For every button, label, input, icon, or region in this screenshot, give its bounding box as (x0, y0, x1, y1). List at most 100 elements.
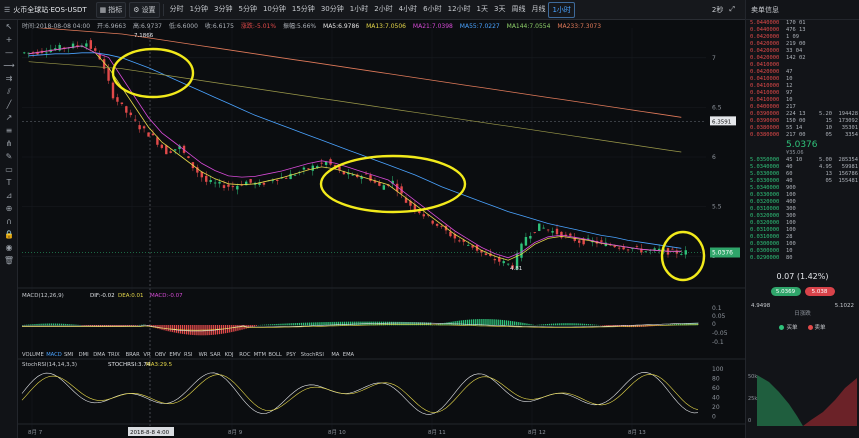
trash-icon[interactable]: 🗑 (3, 256, 15, 265)
ask-row[interactable]: 0.0400000 217 (746, 104, 859, 111)
measure-icon[interactable]: ⊿ (5, 191, 13, 200)
indicator-tab[interactable]: WR (199, 352, 208, 358)
bid-row[interactable]: 5.0330000 40 05 155481 (746, 178, 859, 185)
bid-row[interactable]: 0.0320000 300 (746, 213, 859, 220)
bid-row[interactable]: 0.0300000 100 (746, 241, 859, 248)
candle-body (458, 240, 461, 242)
sell-price-pill[interactable]: 5.038 (804, 287, 835, 296)
period-tab[interactable]: 4小时 (398, 4, 418, 13)
rectangle-icon[interactable]: ▭ (5, 165, 13, 174)
bid-row[interactable]: 0.0320000 100 (746, 220, 859, 227)
ask-row[interactable]: 0.0420000 33 04 (746, 48, 859, 55)
lock-icon[interactable]: 🔒 (4, 230, 14, 239)
indicators-button[interactable]: ▦ 指标 (95, 1, 127, 18)
indicator-tab[interactable]: BOLL (268, 352, 281, 358)
macd-bar (446, 322, 448, 326)
fib-icon[interactable]: ≡ (5, 126, 13, 135)
indicator-tab[interactable]: RSI (184, 352, 193, 358)
crosshair-icon[interactable]: + (5, 35, 13, 44)
bid-row[interactable]: 0.0310000 28 (746, 234, 859, 241)
bid-row[interactable]: 5.0340000 900 (746, 185, 859, 192)
brush-icon[interactable]: ✎ (5, 152, 13, 161)
period-tab[interactable]: 1分钟 (189, 4, 209, 13)
bid-row[interactable]: 0.0320000 400 (746, 199, 859, 206)
period-tab[interactable]: 3天 (494, 4, 506, 13)
indicator-tab[interactable]: MACD (46, 352, 62, 358)
indicator-tab[interactable]: DMI (79, 352, 89, 358)
ask-row[interactable]: 0.0390000 150 00 15 173092 (746, 118, 859, 125)
orderbook-cell: 100 (786, 227, 796, 233)
buy-price-pill[interactable]: 5.0369 (770, 287, 801, 296)
ask-row[interactable]: 0.0410000 (746, 62, 859, 69)
indicator-tab[interactable]: MA (331, 352, 339, 358)
period-tab[interactable]: 1小时 (548, 1, 575, 18)
period-tab[interactable]: 10分钟 (262, 4, 286, 13)
channel-icon[interactable]: ⫽ (7, 86, 11, 96)
indicator-tab[interactable]: EMV (169, 352, 181, 358)
period-tab[interactable]: 15分钟 (291, 4, 315, 13)
text-icon[interactable]: T (6, 178, 12, 187)
trend-line-icon[interactable]: ╱ (6, 100, 12, 109)
period-tab[interactable]: 周线 (511, 4, 526, 13)
eye-icon[interactable]: ◉ (5, 243, 13, 252)
ask-row[interactable]: 0.0440000 476 13 (746, 27, 859, 34)
pair-selector[interactable]: ☰ 火币全球站·EOS-USDT (4, 5, 93, 15)
bid-row[interactable]: 0.0300000 10 (746, 248, 859, 255)
ask-row[interactable]: 0.0410000 12 (746, 83, 859, 90)
indicator-tab[interactable]: VR (143, 352, 151, 358)
settings-button[interactable]: ⚙ 设置 (129, 1, 160, 18)
ask-row[interactable]: 0.0420000 47 (746, 69, 859, 76)
ask-row[interactable]: 0.0420000 142 02 (746, 55, 859, 62)
bid-row[interactable]: 0.0290000 80 (746, 255, 859, 262)
bid-row[interactable]: 5.0350000 45 10 5.00 285354 (746, 157, 859, 164)
indicator-tab[interactable]: SAR (210, 352, 221, 358)
period-tab[interactable]: 5分钟 (238, 4, 257, 13)
ask-row[interactable]: 0.0410000 97 (746, 90, 859, 97)
bid-row[interactable]: 0.0310000 100 (746, 227, 859, 234)
indicator-tab[interactable]: DMA (93, 352, 105, 358)
bid-row[interactable]: 5.0330000 60 13 156786 (746, 171, 859, 178)
ask-row[interactable]: 0.0380000 217 00 05 3354 (746, 132, 859, 139)
indicator-tab[interactable]: TRIX (107, 352, 120, 358)
ray-icon[interactable]: ⟶ (3, 61, 15, 70)
period-tab[interactable]: 1小时 (349, 4, 369, 13)
magnet-icon[interactable]: ∩ (6, 217, 12, 226)
bid-row[interactable]: 0.0310000 300 (746, 206, 859, 213)
pitchfork-icon[interactable]: ⋔ (5, 139, 13, 148)
indicator-tab[interactable]: PSY (286, 352, 296, 358)
ask-row[interactable]: 0.0420000 219 00 (746, 41, 859, 48)
price-chart[interactable]: 76.565.556.35915.03767.18664.81MACD(12,2… (18, 28, 745, 438)
bid-row[interactable]: 0.0330000 100 (746, 192, 859, 199)
ask-row[interactable]: 0.0410000 10 (746, 76, 859, 83)
ask-row[interactable]: 0.0380000 55 14 10 35301 (746, 125, 859, 132)
period-tab[interactable]: 3分钟 (214, 4, 233, 13)
fullscreen-icon[interactable]: ⤢ (729, 5, 735, 13)
indicator-tab[interactable]: StochRSI (301, 352, 325, 358)
parallel-line-icon[interactable]: ⇉ (5, 74, 13, 83)
indicator-tab[interactable]: VOLUME (22, 352, 44, 358)
period-tab[interactable]: 1天 (476, 4, 488, 13)
refresh-interval[interactable]: 2秒 (711, 6, 724, 14)
indicator-tab[interactable]: EMA (343, 352, 355, 358)
period-tab[interactable]: 30分钟 (320, 4, 344, 13)
indicator-tab[interactable]: KDJ (225, 352, 234, 358)
period-tab[interactable]: 6小时 (423, 4, 442, 13)
ask-row[interactable]: 0.0410000 10 (746, 97, 859, 104)
period-tab[interactable]: 月线 (531, 4, 546, 13)
zoom-icon[interactable]: ⊕ (5, 204, 13, 213)
indicator-tab[interactable]: BRAR (126, 352, 141, 358)
indicator-tab[interactable]: ROC (239, 352, 251, 358)
period-tab[interactable]: 分时 (169, 4, 184, 13)
ask-row[interactable]: 0.0390000 224 13 5.20 194428 (746, 111, 859, 118)
bid-row[interactable]: 5.0340000 40 4.95 59981 (746, 164, 859, 171)
indicator-tab[interactable]: OBV (155, 352, 166, 358)
horizontal-line-icon[interactable]: — (5, 48, 13, 57)
indicator-tab[interactable]: MTM (254, 352, 266, 358)
arrow-icon[interactable]: ↗ (5, 113, 13, 122)
cursor-icon[interactable]: ↖ (5, 22, 13, 31)
period-tab[interactable]: 2小时 (374, 4, 393, 13)
ask-row[interactable]: 5.0440000 170 01 (746, 20, 859, 27)
ask-row[interactable]: 0.0420000 1 09 (746, 34, 859, 41)
indicator-tab[interactable]: SMI (64, 352, 74, 358)
period-tab[interactable]: 12小时 (447, 4, 471, 13)
